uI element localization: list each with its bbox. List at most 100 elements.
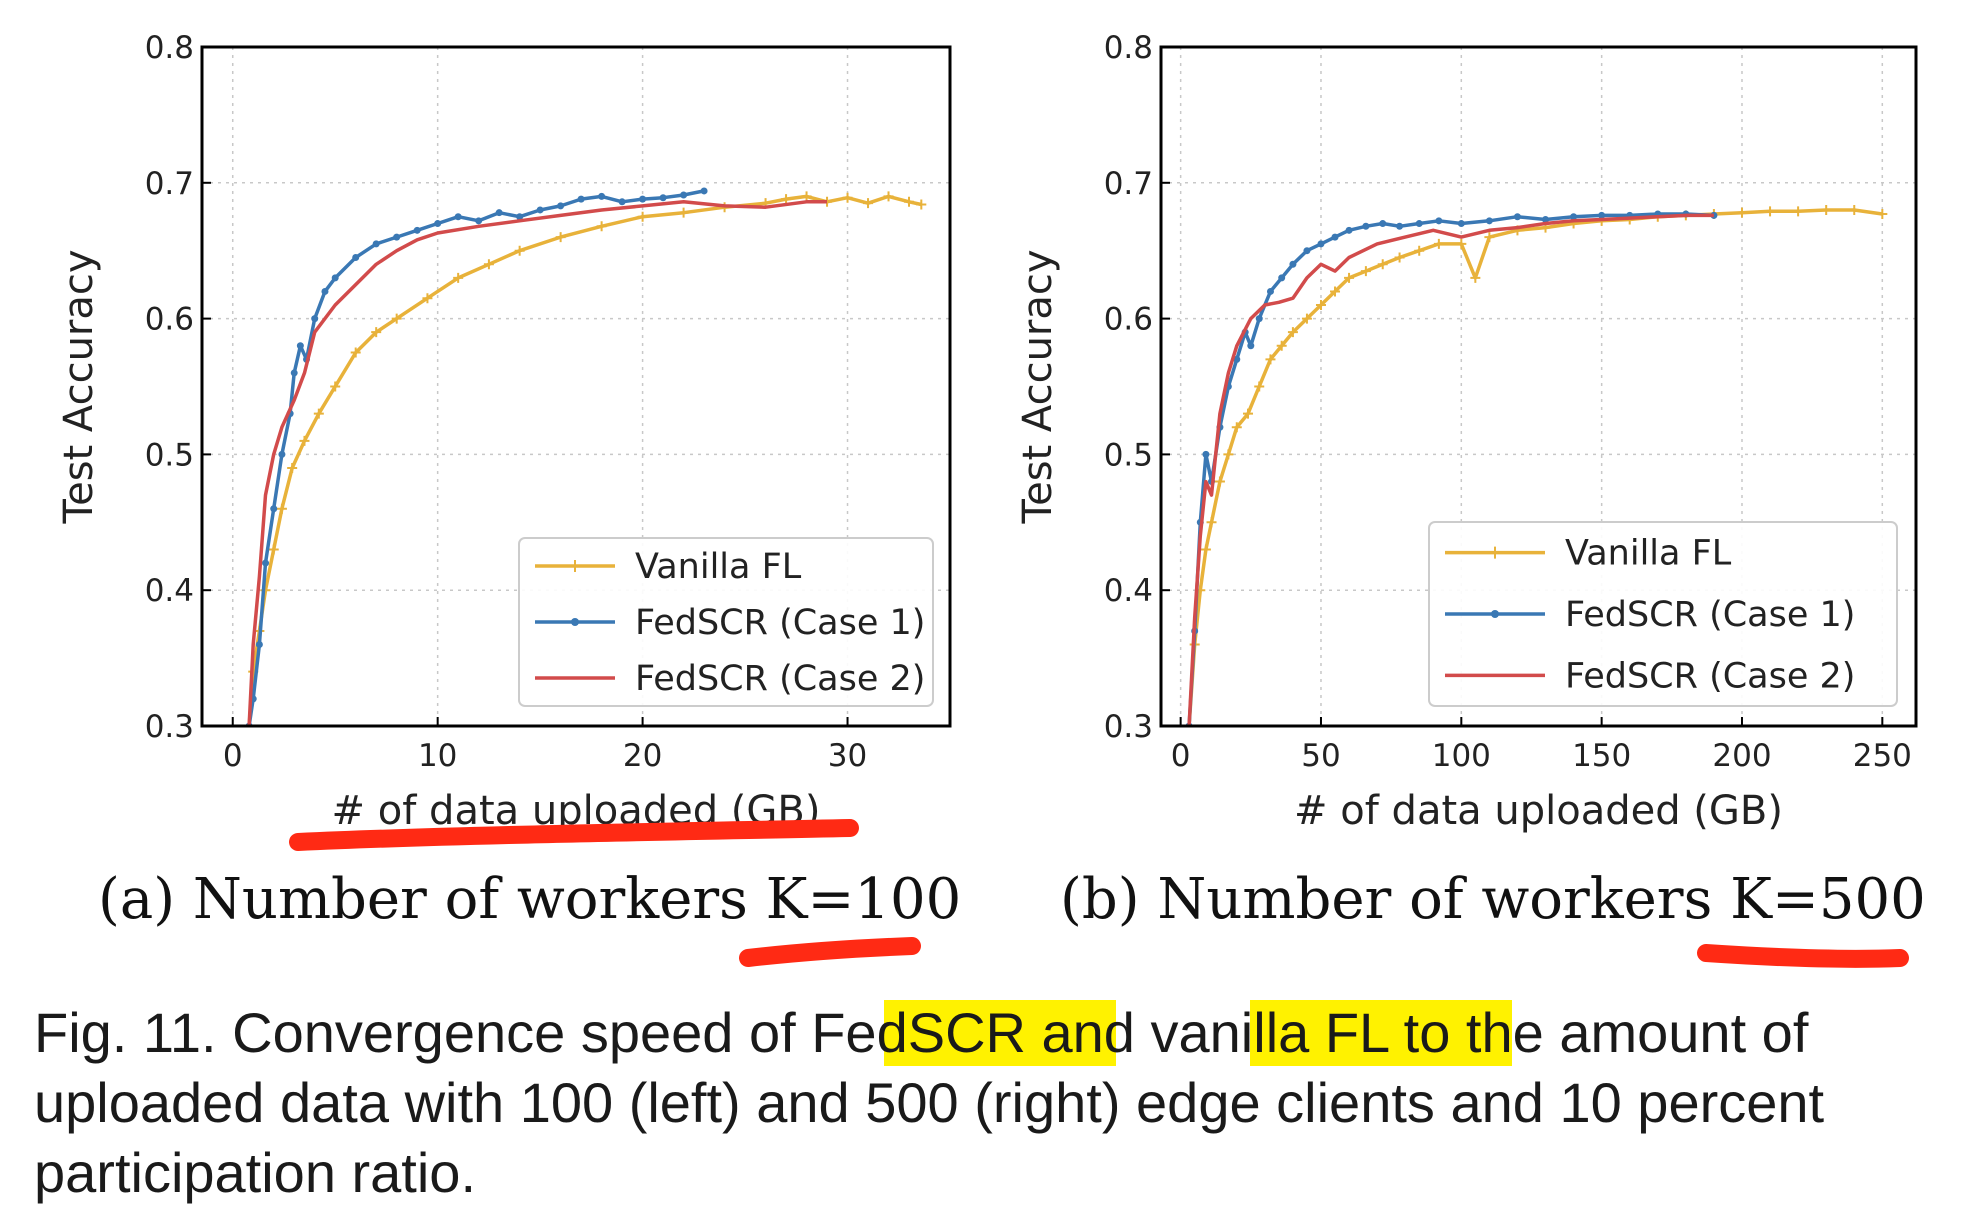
chart-b-series-group [1184,204,1888,726]
chart-a-series-1-point [639,195,647,203]
chart-b-legend-label-2: FedSCR (Case 2) [1565,656,1855,696]
chart-a-series-1-point [278,450,286,458]
chart-b-series-0-point [1484,232,1495,243]
chart-a-series-0-point [842,192,853,203]
chart-b-series-1-point [1513,213,1521,221]
chart-b-series-0-point [1287,327,1298,338]
chart-b-series-1-point [1396,222,1404,230]
chart-a-series-0-point [453,272,464,283]
chart-b-series-1-point [1542,215,1550,223]
chart-a-xtick-label: 30 [828,738,867,774]
chart-b-series-0-point [1315,300,1326,311]
highlight-vanilla-fl [1250,1000,1512,1066]
chart-a-legend [518,537,934,707]
chart-b-series-1-point [1598,211,1606,219]
chart-b-series-1-point [1331,233,1339,241]
chart-a-series-0-point [422,293,433,304]
chart-b-series-1-point [1289,260,1297,268]
chart-b-ytick-label: 0.6 [1104,302,1153,338]
chart-b-series-0-point [1433,238,1444,249]
chart-a-series-0-point [555,232,566,243]
chart-b-legend-marker-1 [1491,610,1499,618]
underline-k100 [739,937,921,967]
caption-vanilla-fl: vanilla FL [1151,1001,1390,1064]
chart-a-series-0-point [596,221,607,232]
chart-b-series-1-point [1435,217,1443,225]
chart-a-series-0-point [299,435,310,446]
chart-b-plot-frame [1159,45,1918,728]
chart-a-xtick-label: 20 [623,738,662,774]
chart-a-series-0-point [637,211,648,222]
chart-a-series-1-point [659,194,667,202]
chart-a-series-1-point [255,641,263,649]
caption-line-2: uploaded data with 100 (left) and 500 (r… [34,1071,1825,1134]
chart-a-series-0-point [781,194,792,205]
chart-a-legend-marker-1 [571,618,579,626]
caption-line-3: participation ratio. [34,1141,476,1204]
chart-b-series-0-point [1793,206,1804,217]
chart-a-series-1-point [618,198,626,206]
chart-b-series-0-point [1200,544,1211,555]
chart-a-xtick-label: 10 [418,738,457,774]
chart-b-xtick-label: 50 [1301,738,1340,774]
chart-a-series-0-point [514,245,525,256]
chart-b-ylabel: Test Accuracy [1015,249,1061,524]
chart-b-series-1-point [1457,220,1465,228]
chart-b-series-0-point [1849,204,1860,215]
chart-a-ytick-label: 0.4 [145,573,194,609]
chart-a-xtick-label: 0 [223,738,243,774]
chart-a-series-1-point [311,315,319,323]
chart-b-series-1-point [1202,450,1210,458]
chart-a-series-1-point [598,192,606,200]
chart-b-ytick-label: 0.8 [1104,30,1153,66]
chart-b-legend [1428,521,1898,707]
chart-a: 0 10 20 300.30.40.50.60.70.8# of data uploa… [56,30,952,834]
chart-a-series-1-point [536,206,544,214]
chart-b-series-0-point [1254,381,1265,392]
chart-b-series-0-point [1344,272,1355,283]
subcaption-b: (b) Number of workers K=500 [1060,867,1926,932]
chart-b-series-1-point [1266,287,1274,295]
chart-b-legend-label-0: Vanilla FL [1565,534,1732,574]
chart-b-series-0-point [1360,266,1371,277]
underline-k500 [1697,944,1909,968]
chart-b-xtick-label: 200 [1712,738,1771,774]
chart-b-xtick-label: 0 [1171,738,1191,774]
chart-b-legend-marker-0 [1489,546,1501,559]
chart-a-legend-label-2: FedSCR (Case 2) [635,659,925,699]
chart-a-series-0-point [391,313,402,324]
chart-a-series-1-point [296,342,304,350]
chart-a-series-1-point [557,202,565,210]
chart-a-series-0-point [904,196,915,207]
caption-fedscr: FedSCR [811,1001,1026,1064]
chart-a-series-0-point [287,462,298,473]
caption-mid: and [1026,1001,1151,1064]
chart-a-series-1-point [270,505,278,513]
chart-a-series-1-point [290,369,298,377]
chart-a-series-line-2 [247,200,827,726]
chart-a-series-0-point [350,347,361,358]
chart-a-ytick-label: 0.5 [145,437,194,473]
chart-b-series-0-point [1414,245,1425,256]
chart-a-series-0-point [863,198,874,209]
chart-a-series-0-point [276,503,287,514]
subcaption-a: (a) Number of workers K=100 [98,867,961,932]
chart-a-series-1-point [393,233,401,241]
chart-a-series-1-point [577,195,585,203]
chart-a-series-1-point [516,213,524,221]
chart-a-ytick-label: 0.8 [145,30,194,66]
chart-a-series-1-point [680,191,688,199]
chart-b-series-1-point [1303,247,1311,255]
chart-a-series-0-point [483,259,494,270]
chart-b-series-0-point [1736,207,1747,218]
chart-a-ylabel: Test Accuracy [56,249,102,524]
chart-b-series-0-point [1821,204,1832,215]
chart-a-legend-label-0: Vanilla FL [635,547,802,587]
chart-a-series-1-point [352,253,360,261]
chart-b-xtick-label: 100 [1432,738,1491,774]
chart-a-series-1-point [262,559,270,567]
chart-a-series-1-point [495,209,503,217]
chart-a-series-0-point [330,381,341,392]
chart-b-xtick-label: 150 [1572,738,1631,774]
chart-a-series-1-point [372,240,380,248]
